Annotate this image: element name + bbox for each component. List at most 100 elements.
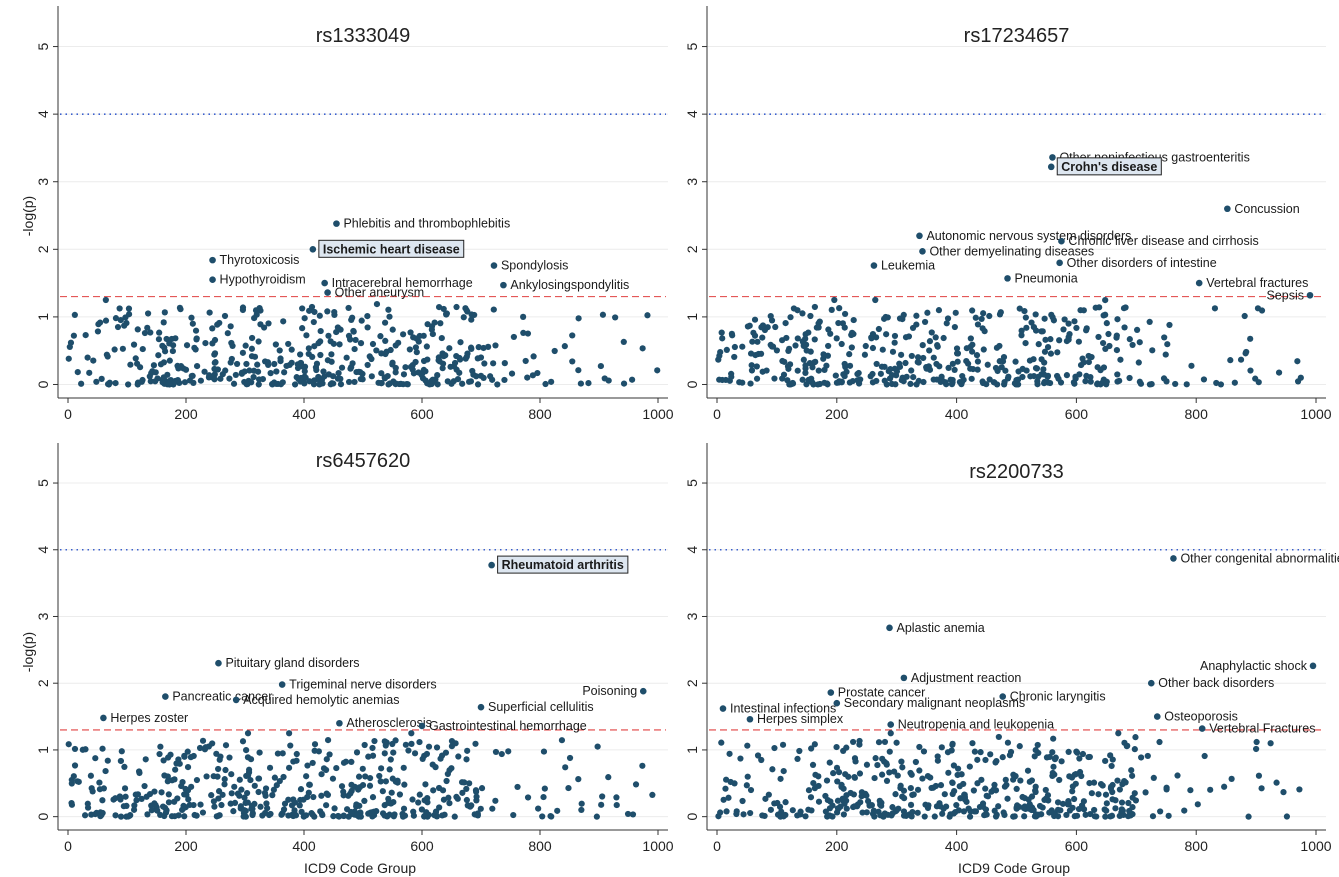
data-point [811, 741, 818, 748]
x-tick-label: 0 [64, 838, 72, 854]
data-point [361, 741, 368, 749]
data-point [1022, 340, 1029, 347]
data-point [481, 360, 488, 367]
data-point [1034, 378, 1041, 385]
data-point [933, 360, 940, 368]
data-point [227, 800, 234, 807]
data-point [718, 329, 725, 336]
data-point [251, 782, 258, 789]
data-point [477, 805, 484, 812]
y-tick-label: 0 [35, 813, 51, 821]
data-point [577, 380, 585, 387]
data-point [125, 311, 133, 318]
highlight-box [318, 239, 465, 258]
data-point [908, 771, 915, 778]
data-point [352, 336, 359, 344]
y-tick-label: 1 [35, 746, 51, 754]
data-point [131, 802, 138, 809]
data-point [281, 800, 289, 807]
data-point [122, 793, 129, 800]
data-point [613, 801, 620, 809]
data-point [822, 792, 829, 800]
data-point [524, 374, 531, 381]
data-point [1099, 782, 1106, 789]
data-point [891, 332, 899, 340]
data-point [337, 375, 344, 382]
data-point [963, 345, 970, 352]
data-point [127, 361, 134, 368]
y-tick-label: 1 [684, 313, 700, 321]
x-tick-label: 600 [410, 838, 434, 854]
data-point [961, 794, 969, 801]
data-point [731, 353, 738, 361]
data-point [1069, 804, 1076, 811]
data-point [221, 312, 229, 320]
data-point [377, 778, 384, 785]
data-point [534, 369, 541, 377]
data-point [378, 370, 385, 377]
data-point [779, 337, 786, 344]
data-point [324, 357, 331, 364]
data-point [1035, 811, 1042, 818]
data-point [135, 768, 143, 775]
data-point [882, 313, 889, 321]
data-point [162, 348, 169, 355]
data-point [248, 345, 256, 352]
data-point [922, 801, 929, 808]
data-point [303, 332, 310, 339]
data-point [1036, 802, 1044, 810]
data-point [255, 381, 262, 388]
data-point [1217, 381, 1225, 388]
data-point [1019, 793, 1026, 801]
data-point [984, 793, 992, 800]
data-point [311, 741, 319, 748]
data-point [1086, 780, 1093, 787]
annotation-label: Thyrotoxicosis [220, 253, 300, 267]
data-point [969, 366, 977, 373]
data-point [498, 750, 505, 758]
annotated-point [1309, 662, 1317, 670]
data-point [261, 789, 268, 797]
data-point [142, 756, 149, 763]
data-point [188, 372, 195, 380]
data-point [751, 316, 759, 323]
data-point [773, 347, 780, 354]
data-point [98, 810, 105, 818]
data-point [147, 378, 154, 385]
data-point [862, 342, 869, 350]
data-point [472, 787, 480, 794]
data-point [848, 344, 855, 351]
panel-rs6457620: 0 1 2 3 4 5 0 200 400 600 800 1000 rs6457620 Pituitar… [35, 443, 674, 854]
data-point [805, 787, 813, 794]
x-axis-label-left: ICD9 Code Group [304, 860, 416, 876]
annotation-label: Hypothyroidism [220, 273, 306, 287]
data-point [152, 378, 159, 385]
data-point [1057, 379, 1065, 386]
data-point [1000, 809, 1007, 816]
data-point [938, 744, 945, 751]
data-point [907, 380, 914, 387]
data-point [199, 809, 207, 816]
data-point [485, 343, 492, 350]
data-point [410, 812, 417, 819]
annotated-point [916, 232, 923, 240]
data-point [863, 809, 870, 816]
data-point [909, 808, 916, 816]
data-point [1119, 807, 1126, 814]
data-point [540, 793, 547, 801]
data-point [725, 794, 732, 801]
data-point [753, 375, 761, 382]
data-point [436, 804, 443, 811]
data-point [387, 346, 394, 354]
data-point [1121, 324, 1128, 331]
data-point [945, 364, 952, 371]
data-point [144, 811, 151, 818]
data-point [192, 327, 200, 334]
data-point [468, 311, 475, 318]
data-point [99, 797, 106, 804]
annotated-point [209, 276, 216, 284]
data-point [1118, 799, 1126, 806]
data-point [1050, 735, 1057, 742]
data-point [974, 366, 981, 373]
data-point [156, 329, 163, 336]
